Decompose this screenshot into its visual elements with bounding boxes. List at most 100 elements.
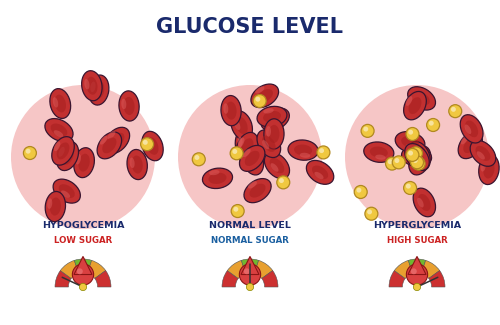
Circle shape (406, 149, 419, 162)
Circle shape (354, 186, 367, 199)
Ellipse shape (127, 150, 148, 180)
Ellipse shape (221, 96, 241, 126)
Ellipse shape (267, 113, 283, 126)
Circle shape (413, 158, 418, 163)
Ellipse shape (266, 110, 276, 117)
Circle shape (80, 283, 86, 291)
Ellipse shape (93, 81, 104, 99)
Ellipse shape (408, 151, 426, 162)
Circle shape (429, 121, 434, 126)
Circle shape (412, 157, 425, 170)
Text: HYPOGLYCEMIA: HYPOGLYCEMIA (42, 221, 124, 230)
Circle shape (386, 157, 398, 170)
Ellipse shape (86, 77, 98, 95)
Ellipse shape (108, 131, 116, 139)
Wedge shape (74, 259, 92, 273)
Ellipse shape (464, 124, 471, 134)
Ellipse shape (458, 132, 482, 159)
Circle shape (412, 149, 416, 154)
Ellipse shape (261, 108, 290, 131)
Ellipse shape (255, 86, 264, 94)
Circle shape (246, 283, 254, 291)
Wedge shape (408, 259, 426, 273)
Ellipse shape (130, 158, 134, 168)
Wedge shape (389, 270, 405, 287)
Circle shape (410, 147, 422, 160)
Ellipse shape (264, 119, 284, 149)
Ellipse shape (264, 108, 274, 113)
Ellipse shape (404, 144, 429, 170)
Ellipse shape (409, 146, 430, 175)
Ellipse shape (58, 184, 75, 198)
Circle shape (143, 140, 148, 145)
Ellipse shape (145, 140, 151, 150)
Ellipse shape (246, 155, 252, 165)
Polygon shape (74, 256, 92, 275)
Ellipse shape (54, 95, 66, 112)
Ellipse shape (90, 82, 96, 92)
Ellipse shape (408, 142, 430, 171)
Ellipse shape (100, 136, 108, 145)
Circle shape (451, 107, 456, 112)
Ellipse shape (52, 136, 74, 165)
Ellipse shape (478, 154, 499, 185)
Ellipse shape (178, 85, 322, 229)
Circle shape (408, 130, 413, 135)
Wedge shape (242, 259, 258, 273)
Text: LOW SUGAR: LOW SUGAR (54, 236, 112, 245)
Ellipse shape (257, 130, 280, 158)
Wedge shape (60, 260, 78, 279)
Ellipse shape (242, 149, 250, 157)
Ellipse shape (412, 151, 418, 161)
Ellipse shape (50, 198, 61, 215)
Circle shape (140, 138, 153, 151)
Ellipse shape (480, 161, 486, 172)
Ellipse shape (78, 154, 90, 172)
Circle shape (410, 156, 424, 169)
Circle shape (406, 184, 411, 188)
Ellipse shape (294, 145, 312, 156)
Ellipse shape (236, 132, 258, 161)
Ellipse shape (413, 159, 424, 164)
Ellipse shape (364, 142, 394, 162)
Wedge shape (222, 270, 238, 287)
Ellipse shape (241, 138, 254, 155)
Wedge shape (262, 270, 278, 287)
Ellipse shape (58, 147, 64, 157)
Ellipse shape (53, 97, 58, 108)
Circle shape (367, 209, 372, 215)
Ellipse shape (410, 151, 417, 161)
Text: NORMAL SUGAR: NORMAL SUGAR (211, 236, 289, 245)
Circle shape (279, 178, 284, 183)
Ellipse shape (401, 136, 419, 148)
Ellipse shape (256, 89, 273, 103)
Circle shape (412, 157, 418, 162)
Ellipse shape (410, 154, 418, 163)
Ellipse shape (300, 153, 310, 158)
Ellipse shape (50, 124, 68, 136)
Ellipse shape (270, 163, 278, 172)
Ellipse shape (119, 91, 139, 121)
Ellipse shape (314, 172, 324, 179)
Circle shape (319, 148, 324, 153)
Text: GLUCOSE LEVEL: GLUCOSE LEVEL (156, 17, 344, 37)
Ellipse shape (460, 136, 468, 144)
Ellipse shape (247, 151, 259, 169)
Ellipse shape (414, 152, 426, 169)
Ellipse shape (53, 179, 80, 203)
Circle shape (253, 95, 266, 108)
Circle shape (364, 127, 368, 132)
Text: HIGH SUGAR: HIGH SUGAR (386, 236, 448, 245)
Text: HYPERGLYCEMIA: HYPERGLYCEMIA (373, 221, 461, 230)
Circle shape (356, 188, 362, 193)
Ellipse shape (208, 173, 226, 184)
Ellipse shape (404, 91, 426, 120)
Ellipse shape (262, 140, 269, 149)
Polygon shape (241, 256, 259, 275)
Ellipse shape (50, 89, 70, 118)
Ellipse shape (375, 155, 386, 160)
Ellipse shape (264, 152, 289, 179)
Ellipse shape (402, 146, 432, 167)
Ellipse shape (250, 184, 266, 198)
Circle shape (24, 147, 36, 160)
